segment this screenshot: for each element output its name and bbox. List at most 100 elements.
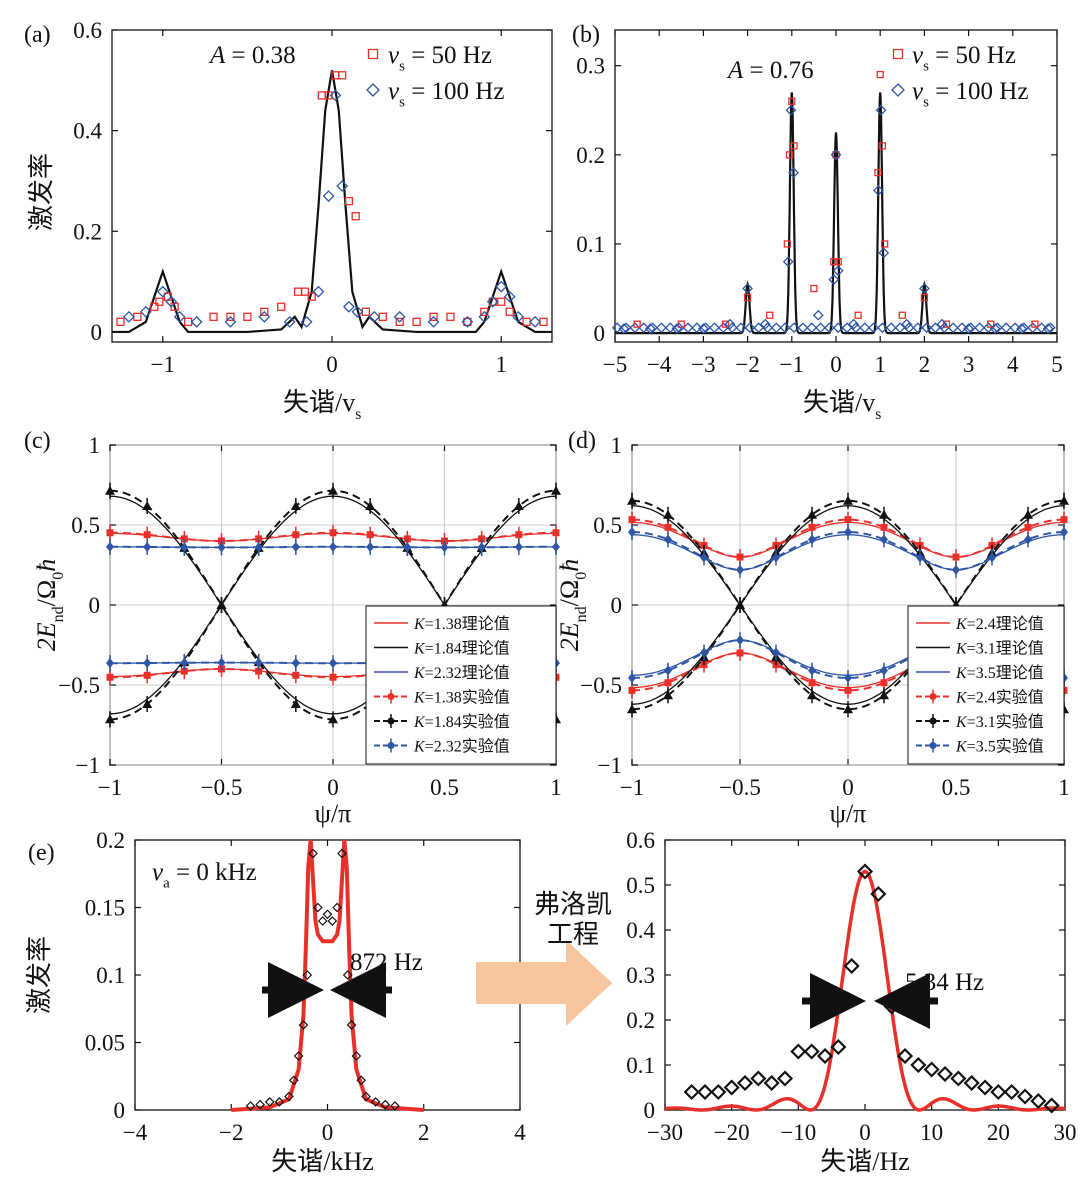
data-marker-diamond: [788, 167, 799, 179]
experiment-marker: [952, 564, 960, 575]
data-marker-diamond: [300, 315, 313, 328]
y-tick-label: 0.4: [626, 918, 655, 943]
legend-entry: K=1.38实验值: [413, 689, 510, 707]
experiment-marker: [106, 541, 114, 552]
data-marker-diamond: [224, 315, 237, 328]
experiment-marker: [664, 679, 672, 687]
y-tick-label: 0: [594, 321, 606, 346]
experiment-marker: [880, 679, 888, 687]
data-marker-square: [677, 320, 685, 328]
data-marker-diamond: [976, 1079, 994, 1096]
y-tick-label: 0.2: [576, 143, 605, 168]
data-marker-diamond: [717, 322, 729, 334]
data-marker-square: [785, 151, 794, 159]
data-marker-diamond: [850, 322, 862, 334]
data-marker-square: [880, 240, 889, 248]
legend-entry: K=1.84理论值: [413, 640, 510, 658]
data-marker-diamond: [393, 310, 406, 323]
experiment-marker: [627, 495, 637, 505]
data-marker-diamond: [696, 1083, 714, 1101]
experiment-marker: [880, 665, 888, 676]
data-marker-square: [766, 311, 774, 319]
data-marker-diamond: [427, 315, 440, 328]
data-marker-diamond: [368, 310, 381, 323]
data-marker-diamond: [620, 322, 632, 334]
x-tick-label: −1: [620, 775, 644, 800]
y-tick-label: 0.05: [85, 1031, 125, 1056]
data-marker-diamond: [332, 902, 342, 913]
y-tick-label: 0: [89, 593, 101, 618]
data-marker-diamond: [370, 1097, 381, 1107]
experiment-marker: [628, 527, 636, 538]
x-tick-label: −1: [780, 352, 804, 377]
data-marker-diamond: [806, 322, 818, 334]
experiment-marker: [290, 698, 301, 708]
data-marker-square: [810, 284, 818, 293]
legend-entry: K=2.32实验值: [413, 738, 510, 756]
data-marker-square: [790, 142, 798, 150]
legend-entry: vs = 50 Hz: [388, 42, 492, 75]
data-marker-diamond: [903, 322, 915, 334]
experiment-marker: [844, 686, 852, 694]
data-marker-diamond: [1044, 322, 1056, 334]
data-marker-diamond: [830, 149, 842, 161]
y-tick-label: 0: [644, 1098, 656, 1123]
experiment-marker: [916, 552, 924, 563]
experiment-marker: [143, 531, 151, 539]
legend-box: [365, 605, 557, 765]
data-marker-diamond: [495, 280, 508, 293]
experiment-marker: [106, 658, 114, 669]
experiment-marker: [736, 553, 744, 561]
data-marker-square: [505, 307, 514, 316]
data-marker-square: [395, 317, 404, 327]
experiment-marker: [290, 501, 301, 511]
data-marker-diamond: [1027, 322, 1039, 334]
experiment-marker: [180, 667, 188, 675]
data-marker-diamond: [870, 885, 887, 903]
y-axis-label: 2End/Ω0ħ: [32, 559, 67, 651]
data-marker-square: [243, 312, 252, 321]
data-marker-diamond: [322, 909, 333, 920]
data-marker-diamond: [618, 323, 630, 335]
data-marker-diamond: [885, 322, 897, 334]
data-marker-diamond: [859, 322, 871, 334]
legend-marker: [387, 693, 395, 700]
experiment-marker: [879, 690, 889, 700]
data-marker-diamond: [322, 190, 335, 202]
experiment-marker: [772, 552, 780, 563]
data-marker-diamond: [288, 1075, 299, 1086]
data-marker-diamond: [923, 1061, 940, 1078]
panel-label: (b): [572, 22, 600, 48]
legend-entry: K=1.38理论值: [413, 615, 510, 633]
data-marker-diamond: [1043, 1097, 1060, 1114]
data-marker-diamond: [709, 322, 720, 334]
data-marker-diamond: [832, 265, 844, 277]
experiment-marker: [628, 516, 636, 524]
y-tick-label: 0.2: [96, 828, 125, 853]
data-marker-diamond: [1018, 322, 1030, 334]
experiment-marker: [700, 647, 708, 658]
experiment-marker: [403, 542, 412, 553]
x-tick-label: 10: [920, 1120, 943, 1145]
legend-marker: [929, 742, 937, 749]
experiment-marker: [143, 671, 151, 679]
data-marker-diamond: [910, 1056, 927, 1074]
data-marker-square: [133, 312, 142, 321]
data-marker-square: [412, 317, 421, 327]
data-marker-diamond: [963, 1074, 980, 1092]
data-marker-diamond: [346, 1020, 357, 1030]
data-marker-diamond: [876, 322, 888, 334]
data-marker-square: [338, 71, 347, 80]
data-marker-square: [344, 196, 354, 206]
experiment-marker: [328, 714, 338, 724]
data-marker-square: [783, 240, 792, 248]
experiment-marker: [844, 516, 852, 524]
data-marker-square: [892, 48, 904, 60]
data-marker-diamond: [776, 1070, 794, 1087]
data-marker-diamond: [317, 916, 328, 926]
y-tick-label: 1: [611, 433, 623, 458]
y-tick-label: 0.5: [593, 513, 622, 538]
x-tick-label: −1: [151, 352, 175, 377]
x-tick-label: 0.5: [942, 775, 971, 800]
